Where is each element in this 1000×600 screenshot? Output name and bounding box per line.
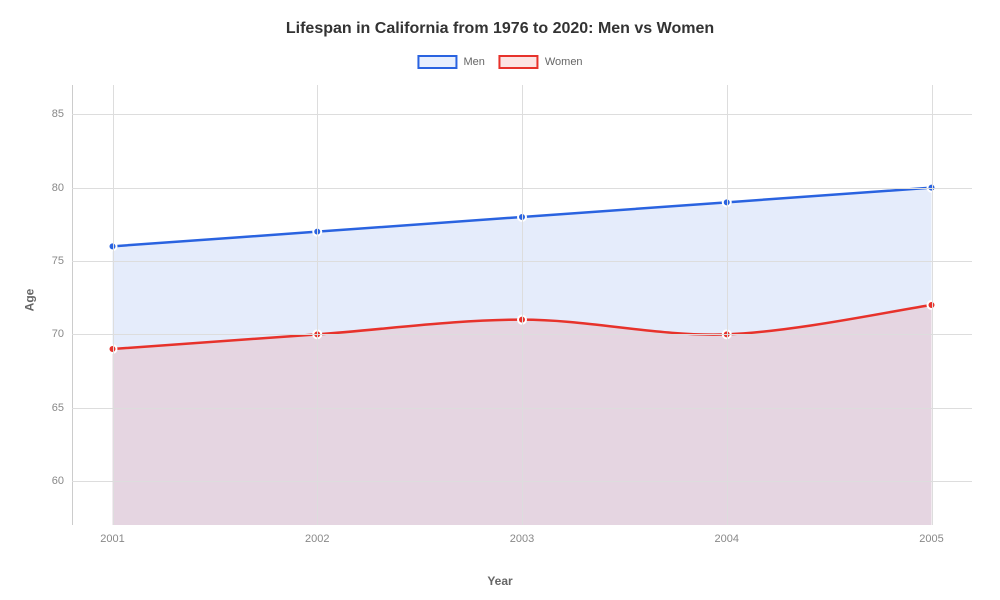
plot-area: 60657075808520012002200320042005	[72, 85, 972, 525]
x-tick-label: 2001	[100, 525, 124, 545]
legend-label-women: Women	[545, 56, 583, 68]
y-tick-label: 80	[52, 182, 72, 194]
grid-line-v	[522, 85, 523, 525]
legend-swatch-men	[417, 55, 457, 69]
grid-line-v	[113, 85, 114, 525]
y-tick-label: 85	[52, 108, 72, 120]
legend-swatch-women	[499, 55, 539, 69]
x-tick-label: 2005	[919, 525, 943, 545]
legend: Men Women	[417, 55, 582, 69]
legend-label-men: Men	[463, 56, 484, 68]
x-tick-label: 2004	[715, 525, 739, 545]
x-tick-label: 2003	[510, 525, 534, 545]
x-tick-label: 2002	[305, 525, 329, 545]
legend-item-men[interactable]: Men	[417, 55, 484, 69]
chart-container: Lifespan in California from 1976 to 2020…	[0, 0, 1000, 600]
y-tick-label: 70	[52, 328, 72, 340]
y-axis-title: Age	[22, 289, 36, 312]
legend-item-women[interactable]: Women	[499, 55, 583, 69]
chart-title: Lifespan in California from 1976 to 2020…	[286, 20, 714, 38]
grid-line-v	[317, 85, 318, 525]
grid-line-v	[932, 85, 933, 525]
x-axis-title: Year	[487, 574, 512, 588]
grid-line-v	[727, 85, 728, 525]
y-tick-label: 75	[52, 255, 72, 267]
y-tick-label: 65	[52, 402, 72, 414]
y-tick-label: 60	[52, 475, 72, 487]
